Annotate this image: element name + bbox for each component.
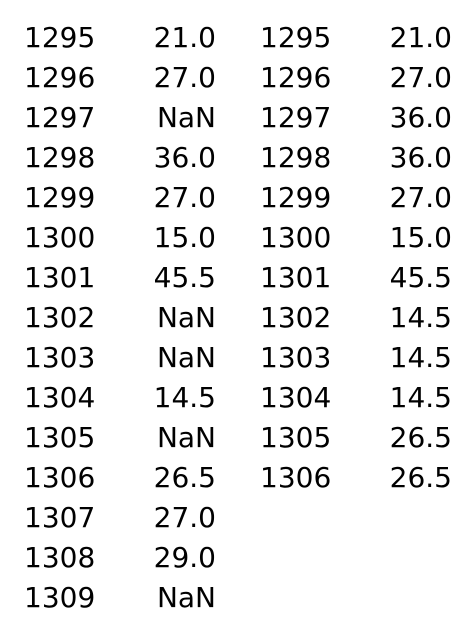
left-series-index: 1302	[24, 301, 96, 334]
left-series-row: 1304 14.5	[24, 378, 224, 418]
right-series-row: 1305 26.5	[260, 418, 460, 458]
left-series-index: 1300	[24, 221, 96, 254]
left-series-row: 1303 NaN	[24, 338, 224, 378]
right-series-row: 1295 21.0	[260, 18, 460, 58]
left-series-row: 1305 NaN	[24, 418, 224, 458]
right-series-row: 1304 14.5	[260, 378, 460, 418]
right-series-index: 1298	[260, 141, 332, 174]
left-series-row: 1298 36.0	[24, 138, 224, 178]
right-series-index: 1302	[260, 301, 332, 334]
right-series-index: 1300	[260, 221, 332, 254]
right-series-index: 1301	[260, 261, 332, 294]
right-series-value: 14.5	[389, 381, 452, 414]
right-series-index: 1295	[260, 21, 332, 54]
right-series-value: 27.0	[389, 181, 452, 214]
right-series-listing: 1295 21.0 1296 27.0 1297 36.0 1298 36.0 1299 27.0…	[260, 18, 460, 498]
right-series-value: 27.0	[389, 61, 452, 94]
right-series-index: 1299	[260, 181, 332, 214]
left-series-row: 1295 21.0	[24, 18, 224, 58]
right-series-index: 1303	[260, 341, 332, 374]
left-series-value: 27.0	[153, 61, 216, 94]
left-series-index: 1297	[24, 101, 96, 134]
right-series-value: 26.5	[389, 421, 452, 454]
left-series-index: 1301	[24, 261, 96, 294]
left-series-index: 1298	[24, 141, 96, 174]
left-series-row: 1307 27.0	[24, 498, 224, 538]
right-series-row: 1300 15.0	[260, 218, 460, 258]
left-series-value: NaN	[156, 301, 216, 334]
left-series-index: 1305	[24, 421, 96, 454]
left-series-row: 1306 26.5	[24, 458, 224, 498]
right-series-row: 1299 27.0	[260, 178, 460, 218]
right-series-index: 1306	[260, 461, 332, 494]
right-series-row: 1302 14.5	[260, 298, 460, 338]
left-series-value: 27.0	[153, 181, 216, 214]
left-series-row: 1297 NaN	[24, 98, 224, 138]
right-series-value: 45.5	[389, 261, 452, 294]
left-series-value: 45.5	[153, 261, 216, 294]
right-series-value: 36.0	[389, 141, 452, 174]
right-series-index: 1304	[260, 381, 332, 414]
left-series-index: 1306	[24, 461, 96, 494]
left-series-index: 1295	[24, 21, 96, 54]
right-series-value: 15.0	[389, 221, 452, 254]
left-series-row: 1301 45.5	[24, 258, 224, 298]
right-series-row: 1296 27.0	[260, 58, 460, 98]
left-series-index: 1307	[24, 501, 96, 534]
right-series-value: 21.0	[389, 21, 452, 54]
right-series-value: 36.0	[389, 101, 452, 134]
left-series-index: 1309	[24, 581, 96, 614]
right-series-row: 1303 14.5	[260, 338, 460, 378]
left-series-row: 1296 27.0	[24, 58, 224, 98]
left-series-row: 1299 27.0	[24, 178, 224, 218]
left-series-listing: 1295 21.0 1296 27.0 1297 NaN 1298 36.0 1299 27.0 1…	[24, 18, 224, 618]
left-series-row: 1300 15.0	[24, 218, 224, 258]
right-series-row: 1298 36.0	[260, 138, 460, 178]
right-series-value: 14.5	[389, 341, 452, 374]
left-series-value: NaN	[156, 421, 216, 454]
right-series-index: 1305	[260, 421, 332, 454]
right-series-row: 1297 36.0	[260, 98, 460, 138]
left-series-value: 14.5	[153, 381, 216, 414]
left-series-value: 27.0	[153, 501, 216, 534]
left-series-index: 1299	[24, 181, 96, 214]
left-series-value: NaN	[156, 101, 216, 134]
left-series-value: NaN	[156, 341, 216, 374]
left-series-row: 1302 NaN	[24, 298, 224, 338]
left-series-index: 1308	[24, 541, 96, 574]
right-series-value: 26.5	[389, 461, 452, 494]
left-series-index: 1296	[24, 61, 96, 94]
right-series-index: 1297	[260, 101, 332, 134]
left-series-value: NaN	[156, 581, 216, 614]
right-series-row: 1301 45.5	[260, 258, 460, 298]
right-series-index: 1296	[260, 61, 332, 94]
right-series-value: 14.5	[389, 301, 452, 334]
left-series-index: 1303	[24, 341, 96, 374]
left-series-value: 29.0	[153, 541, 216, 574]
left-series-value: 21.0	[153, 21, 216, 54]
left-series-index: 1304	[24, 381, 96, 414]
left-series-row: 1308 29.0	[24, 538, 224, 578]
left-series-value: 26.5	[153, 461, 216, 494]
left-series-row: 1309 NaN	[24, 578, 224, 618]
right-series-row: 1306 26.5	[260, 458, 460, 498]
left-series-value: 15.0	[153, 221, 216, 254]
left-series-value: 36.0	[153, 141, 216, 174]
